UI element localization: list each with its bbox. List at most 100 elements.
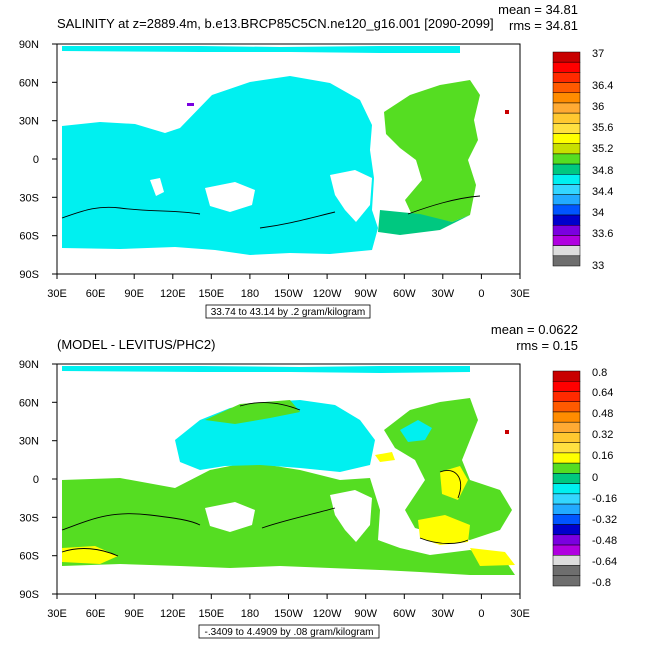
ocean-arctic [62, 46, 460, 53]
colorbar-label: -0.8 [592, 577, 611, 589]
colorbar-swatch [552, 51, 581, 63]
y-tick-label: 0 [33, 154, 39, 166]
patch-yellow [62, 546, 118, 564]
y-tick-label: 30S [19, 192, 39, 204]
colorbar-swatch [552, 255, 581, 267]
x-tick-label: 90W [354, 288, 377, 300]
marker-purple [187, 103, 194, 106]
x-tick-label: 60E [86, 608, 106, 620]
x-tick-label: 60W [393, 288, 416, 300]
colorbar-swatch [552, 224, 581, 236]
x-tick-label: 60W [393, 608, 416, 620]
colorbar-label: 0.16 [592, 450, 613, 462]
colorbar-label: 0.64 [592, 387, 613, 399]
y-tick-label: 90N [19, 359, 39, 371]
colorbar-swatch [552, 473, 581, 484]
contour-line [439, 470, 462, 499]
x-tick-labels-bottom: 30E 60E 90E 120E 150E 180 150W 120W 90W … [47, 608, 530, 620]
colorbar-swatch [552, 61, 581, 73]
x-tick-label: 180 [241, 608, 259, 620]
colorbar-swatch [552, 544, 581, 556]
panel-top: SALINITY at z=2889.4m, b.e13.BRCP85C5CN.… [19, 2, 613, 319]
colorbar-swatch [552, 214, 581, 226]
x-tick-label: 30W [431, 288, 454, 300]
colorbar-label: 0.8 [592, 367, 607, 379]
contour-line [419, 537, 469, 544]
colorbar-swatch [552, 102, 581, 114]
marker-red [505, 430, 509, 434]
colorbar-labels-bottom: 0.8 0.64 0.48 0.32 0.16 0 -0.16 -0.32 -0… [592, 367, 617, 589]
caption-box-top [205, 304, 371, 319]
colorbar-label: 37 [592, 48, 604, 60]
contour-line [259, 211, 336, 229]
x-tick-label: 0 [478, 288, 484, 300]
contour-line [61, 513, 201, 531]
colorbar-swatch [552, 123, 581, 134]
colorbar-swatch [552, 493, 581, 505]
colorbar-swatch [552, 92, 581, 104]
stat-mean-bottom: mean = 0.0622 [491, 322, 578, 337]
colorbar-swatch [552, 432, 581, 443]
y-tick-label: 90S [19, 589, 39, 601]
x-tick-label: 90E [124, 288, 144, 300]
patch-yellow [375, 452, 395, 462]
ocean-pacific-indian [62, 76, 378, 255]
x-ticks-top [56, 274, 521, 279]
ocean-atlantic [384, 80, 480, 222]
colorbar-swatch [552, 411, 581, 423]
y-tick-label: 60S [19, 551, 39, 563]
x-tick-label: 150W [274, 608, 303, 620]
x-tick-label: 30E [47, 608, 67, 620]
x-tick-label: 120W [313, 288, 342, 300]
y-tick-label: 90S [19, 269, 39, 281]
colorbar-swatch [552, 184, 581, 195]
colorbar-swatch [552, 174, 581, 185]
panel-bottom: (MODEL - LEVITUS/PHC2) mean = 0.0622 rms… [19, 322, 617, 639]
colorbar-swatch [552, 452, 581, 464]
colorbar-swatch [552, 380, 581, 392]
colorbar-swatch [552, 555, 581, 566]
colorbar-label: -0.16 [592, 493, 617, 505]
x-tick-label: 120E [160, 608, 186, 620]
colorbar-label: 35.2 [592, 143, 613, 155]
x-tick-label: 30E [510, 288, 530, 300]
colorbar-swatch [552, 421, 581, 433]
colorbar-swatch [552, 370, 581, 382]
x-tick-label: 90E [124, 608, 144, 620]
colorbar-swatch [552, 575, 581, 587]
colorbar-label: 33 [592, 260, 604, 272]
patch-yellow [440, 466, 468, 500]
colorbar-swatch [552, 133, 581, 144]
colorbar-label: -0.48 [592, 535, 617, 547]
stat-rms-bottom: rms = 0.15 [516, 338, 578, 353]
x-tick-label: 120E [160, 288, 186, 300]
colorbar-label: 35.6 [592, 122, 613, 134]
title-top: SALINITY at z=2889.4m, b.e13.BRCP85C5CN.… [57, 16, 494, 31]
contour-line [61, 206, 201, 219]
land-australia [205, 502, 255, 532]
colorbar-swatch [552, 524, 581, 536]
colorbar-label: -0.32 [592, 514, 617, 526]
colorbar-top [552, 51, 581, 267]
land-madagascar [150, 178, 164, 196]
x-tick-label: 150E [198, 288, 224, 300]
y-tick-label: 90N [19, 39, 39, 51]
y-tick-labels-bottom: 90N 60N 30N 0 30S 60S 90S [19, 359, 39, 601]
region-arctic [62, 366, 470, 373]
x-tick-label: 60E [86, 288, 106, 300]
y-tick-labels-top: 90N 60N 30N 0 30S 60S 90S [19, 39, 39, 281]
colorbar-label: 0.48 [592, 408, 613, 420]
land-south-america [330, 490, 372, 542]
colorbar-label: 36.4 [592, 80, 613, 92]
x-tick-label: 120W [313, 608, 342, 620]
colorbar-bottom [552, 370, 581, 587]
colorbar-label: 36 [592, 101, 604, 113]
x-tick-labels-top: 30E 60E 90E 120E 150E 180 150W 120W 90W … [47, 288, 530, 300]
colorbar-label: 0.32 [592, 429, 613, 441]
colorbar-swatch [552, 245, 581, 257]
colorbar-swatch [552, 401, 581, 413]
x-tick-label: 90W [354, 608, 377, 620]
x-tick-label: 150E [198, 608, 224, 620]
caption-top: 33.74 to 43.14 by .2 gram/kilogram [211, 307, 366, 318]
stat-rms-top: rms = 34.81 [509, 18, 578, 33]
